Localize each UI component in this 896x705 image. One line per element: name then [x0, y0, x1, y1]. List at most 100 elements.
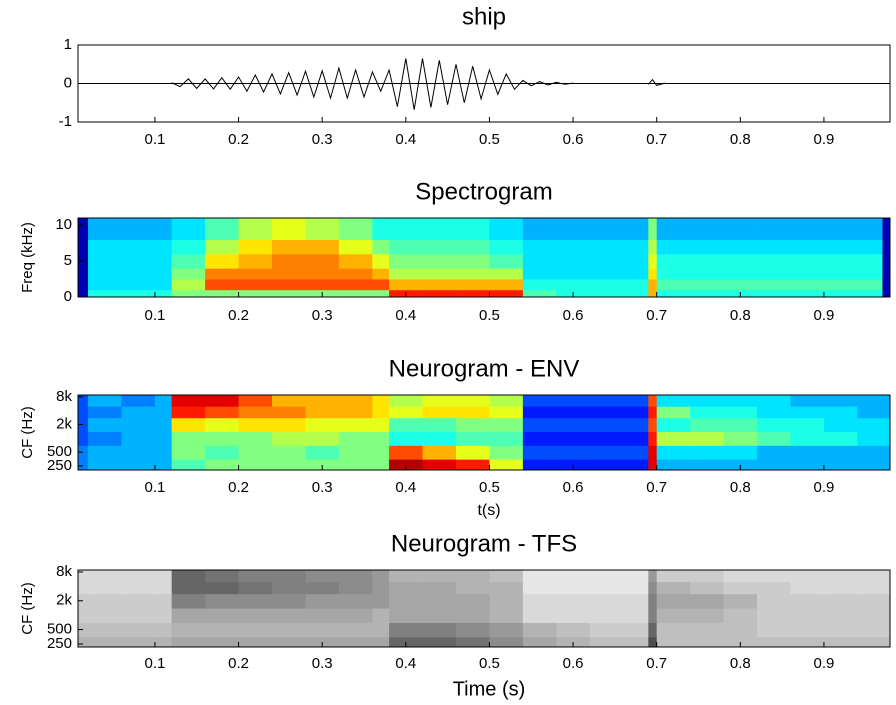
heatmap-cell: [238, 593, 273, 609]
heatmap-cell: [656, 581, 691, 595]
heatmap-cell: [171, 395, 206, 407]
heatmap-cell: [690, 268, 724, 280]
x-tick-label: 0.1: [145, 655, 166, 672]
heatmap-cell: [623, 395, 649, 407]
heatmap-cell: [272, 608, 306, 623]
y-axis-label: CF (Hz): [19, 582, 36, 635]
heatmap-cell: [623, 459, 649, 471]
heatmap-cell: [88, 417, 122, 433]
heatmap-cell: [154, 406, 173, 419]
heatmap-cell: [88, 593, 122, 609]
heatmap-cell: [589, 253, 624, 269]
heatmap-cell: [372, 279, 390, 291]
heatmap-cell: [489, 253, 524, 269]
heatmap-cell: [338, 253, 373, 269]
heatmap-cell: [882, 268, 891, 280]
heatmap-cell: [238, 608, 273, 623]
heatmap-cell: [389, 279, 423, 291]
heatmap-cell: [171, 570, 206, 583]
heatmap-cell: [272, 268, 306, 280]
heatmap-cell: [823, 431, 858, 446]
heatmap-cell: [589, 218, 624, 240]
heatmap-cell: [823, 289, 858, 298]
heatmap-cell: [389, 581, 423, 595]
heatmap-cell: [648, 395, 658, 407]
heatmap-cell: [389, 445, 423, 460]
heatmap-cell: [723, 445, 758, 460]
heatmap-cell: [790, 395, 825, 407]
y-tick-label: 250: [47, 635, 72, 652]
heatmap-cell: [238, 636, 273, 648]
heatmap-cell: [389, 395, 423, 407]
heatmap-cell: [556, 417, 591, 433]
heatmap-cell: [757, 417, 791, 433]
chart-title: Spectrogram: [415, 178, 552, 205]
heatmap-cell: [489, 431, 524, 446]
heatmap-cell: [372, 289, 390, 298]
heatmap-cell: [121, 593, 156, 609]
heatmap-cell: [648, 279, 658, 291]
heatmap-cell: [857, 459, 883, 471]
heatmap-cell: [489, 218, 524, 240]
heatmap-cell: [489, 239, 524, 255]
heatmap-cell: [690, 279, 724, 291]
heatmap-cell: [338, 268, 373, 280]
heatmap-cell: [857, 417, 883, 433]
heatmap-cell: [88, 570, 122, 583]
heatmap-cell: [589, 406, 624, 419]
heatmap-cell: [723, 570, 758, 583]
heatmap-cell: [238, 239, 273, 255]
x-tick-label: 0.4: [395, 655, 416, 672]
subplot: Neurogram - ENV 0.1 0.2 0.3 0.4 0.5 0.6 0.7 0.8 0…: [19, 355, 891, 519]
heatmap-cell: [656, 239, 691, 255]
heatmap-cell: [121, 622, 156, 638]
heatmap-cell: [338, 581, 373, 595]
heatmap-cell: [790, 593, 825, 609]
heatmap-cell: [422, 608, 457, 623]
x-tick-label: 0.8: [730, 479, 751, 496]
heatmap-cell: [556, 253, 591, 269]
heatmap-cell: [757, 279, 791, 291]
heatmap-cell: [372, 593, 390, 609]
heatmap-cell: [648, 406, 658, 419]
x-tick-label: 0.9: [814, 307, 835, 324]
x-tick-label: 0.7: [646, 479, 667, 496]
heatmap-cell: [656, 253, 691, 269]
heatmap-cell: [556, 459, 591, 471]
heatmap-cell: [882, 239, 891, 255]
heatmap-cell: [556, 570, 591, 583]
heatmap-cell: [823, 239, 858, 255]
heatmap-cell: [857, 289, 883, 298]
heatmap-cell: [623, 253, 649, 269]
heatmap-cell: [78, 622, 89, 638]
heatmap-cell: [154, 570, 173, 583]
heatmap-cell: [238, 279, 273, 291]
heatmap-cell: [656, 417, 691, 433]
heatmap-cell: [338, 608, 373, 623]
heatmap-cell: [857, 268, 883, 280]
heatmap-cell: [522, 253, 557, 269]
heatmap-cell: [455, 570, 490, 583]
x-tick-label: 0.1: [145, 307, 166, 324]
heatmap-cell: [589, 636, 624, 648]
heatmap-cell: [238, 622, 273, 638]
heatmap-cell: [690, 406, 724, 419]
heatmap-cell: [238, 570, 273, 583]
heatmap-cell: [455, 406, 490, 419]
heatmap-cell: [305, 445, 340, 460]
x-tick-label: 0.1: [145, 479, 166, 496]
heatmap-cell: [338, 395, 373, 407]
heatmap-cell: [823, 417, 858, 433]
heatmap-cell: [757, 289, 791, 298]
heatmap-cell: [790, 622, 825, 638]
heatmap-cell: [238, 431, 273, 446]
heatmap-cell: [455, 395, 490, 407]
heatmap-cell: [656, 218, 691, 240]
heatmap-cell: [171, 279, 206, 291]
heatmap-cell: [790, 636, 825, 648]
subplot: Neurogram - TFS 0.1 0.2 0.3 0.4 0.5 0.6 0.7 0.8 0…: [19, 530, 891, 700]
heatmap-cell: [205, 431, 239, 446]
heatmap-cell: [556, 395, 591, 407]
heatmap-cell: [205, 395, 239, 407]
x-tick-label: 0.8: [730, 131, 751, 148]
